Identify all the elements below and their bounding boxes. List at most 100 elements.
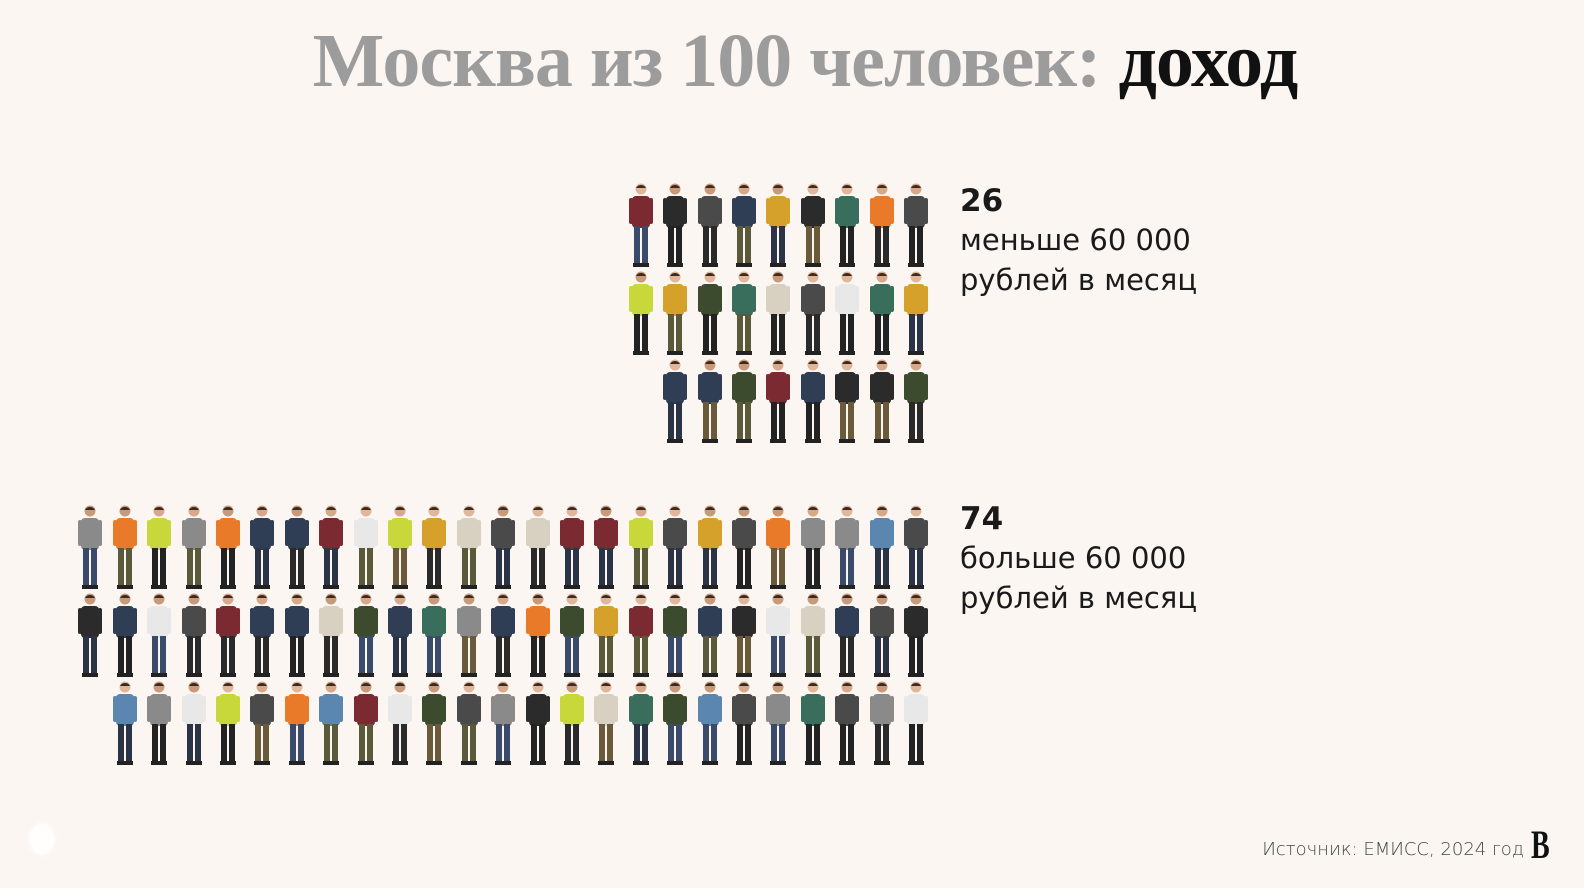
person-icon — [75, 592, 105, 678]
person-icon — [282, 504, 312, 590]
person-icon — [763, 270, 793, 356]
person-icon — [247, 592, 277, 678]
person-icon — [798, 592, 828, 678]
group-desc-line1: меньше 60 000 — [960, 223, 1191, 257]
person-icon — [729, 270, 759, 356]
person-icon — [179, 680, 209, 766]
person-icon — [110, 504, 140, 590]
person-icon — [213, 592, 243, 678]
person-icon — [213, 504, 243, 590]
person-icon — [763, 504, 793, 590]
person-icon — [867, 504, 897, 590]
person-icon — [179, 504, 209, 590]
publisher-logo: B — [1531, 822, 1550, 867]
person-icon — [763, 680, 793, 766]
person-icon — [798, 182, 828, 268]
person-icon — [798, 270, 828, 356]
person-icon — [110, 680, 140, 766]
person-icon — [660, 680, 690, 766]
watermark-icon — [30, 824, 54, 854]
person-icon — [832, 182, 862, 268]
person-icon — [179, 592, 209, 678]
person-icon — [695, 270, 725, 356]
person-icon — [695, 680, 725, 766]
person-icon — [419, 592, 449, 678]
group-desc-line1: больше 60 000 — [960, 541, 1187, 575]
person-icon — [523, 680, 553, 766]
person-icon — [488, 592, 518, 678]
person-icon — [660, 182, 690, 268]
person-icon — [867, 680, 897, 766]
person-icon — [247, 680, 277, 766]
person-icon — [213, 680, 243, 766]
source-note: Источник: ЕМИСС, 2024 год — [1262, 839, 1524, 860]
person-icon — [351, 680, 381, 766]
person-icon — [282, 592, 312, 678]
person-icon — [316, 592, 346, 678]
person-icon — [454, 680, 484, 766]
person-icon — [729, 182, 759, 268]
group-desc-line2: рублей в месяц — [960, 263, 1198, 297]
person-icon — [144, 680, 174, 766]
person-icon — [110, 592, 140, 678]
person-icon — [695, 182, 725, 268]
person-icon — [385, 680, 415, 766]
person-icon — [591, 680, 621, 766]
person-icon — [454, 592, 484, 678]
person-icon — [901, 592, 931, 678]
group-count: 26 — [960, 183, 1004, 219]
group-label-above: 74 больше 60 000 рублей в месяц — [960, 500, 1197, 618]
person-icon — [626, 270, 656, 356]
person-icon — [557, 592, 587, 678]
page-title: Москва из 100 человек: доход — [0, 18, 1584, 105]
person-icon — [798, 358, 828, 444]
person-icon — [832, 270, 862, 356]
person-icon — [523, 504, 553, 590]
person-icon — [763, 358, 793, 444]
person-icon — [729, 358, 759, 444]
person-icon — [419, 680, 449, 766]
person-icon — [695, 358, 725, 444]
person-icon — [729, 680, 759, 766]
person-icon — [867, 182, 897, 268]
person-icon — [591, 504, 621, 590]
person-icon — [695, 592, 725, 678]
person-icon — [316, 680, 346, 766]
person-icon — [75, 504, 105, 590]
person-icon — [557, 504, 587, 590]
title-lead: Москва из 100 человек: — [312, 19, 1102, 103]
person-icon — [832, 358, 862, 444]
person-icon — [901, 182, 931, 268]
person-icon — [867, 270, 897, 356]
person-icon — [385, 592, 415, 678]
person-icon — [901, 270, 931, 356]
person-icon — [832, 592, 862, 678]
person-icon — [660, 270, 690, 356]
person-icon — [901, 680, 931, 766]
person-icon — [832, 504, 862, 590]
person-icon — [901, 504, 931, 590]
group-count: 74 — [960, 501, 1004, 537]
person-icon — [488, 680, 518, 766]
person-icon — [144, 592, 174, 678]
group-label-below: 26 меньше 60 000 рублей в месяц — [960, 182, 1197, 300]
person-icon — [660, 504, 690, 590]
person-icon — [454, 504, 484, 590]
person-icon — [867, 358, 897, 444]
person-icon — [763, 182, 793, 268]
group-desc-line2: рублей в месяц — [960, 581, 1198, 615]
person-icon — [626, 504, 656, 590]
person-icon — [729, 592, 759, 678]
person-icon — [523, 592, 553, 678]
person-icon — [695, 504, 725, 590]
person-icon — [626, 592, 656, 678]
person-icon — [901, 358, 931, 444]
person-icon — [488, 504, 518, 590]
person-icon — [867, 592, 897, 678]
person-icon — [385, 504, 415, 590]
person-icon — [316, 504, 346, 590]
person-icon — [763, 592, 793, 678]
person-icon — [144, 504, 174, 590]
person-icon — [660, 358, 690, 444]
person-icon — [832, 680, 862, 766]
